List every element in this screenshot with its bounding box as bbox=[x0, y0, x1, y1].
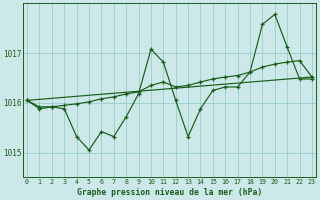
X-axis label: Graphe pression niveau de la mer (hPa): Graphe pression niveau de la mer (hPa) bbox=[77, 188, 262, 197]
